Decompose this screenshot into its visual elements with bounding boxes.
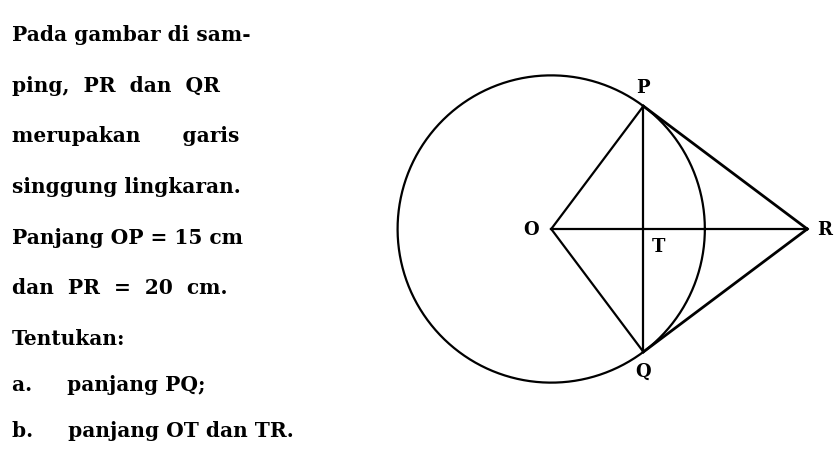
Text: Tentukan:: Tentukan: xyxy=(12,328,126,348)
Text: T: T xyxy=(652,238,665,256)
Text: O: O xyxy=(523,220,539,239)
Text: Panjang OP = 15 cm: Panjang OP = 15 cm xyxy=(12,227,243,247)
Text: merupakan      garis: merupakan garis xyxy=(12,126,239,146)
Text: dan  PR  =  20  cm.: dan PR = 20 cm. xyxy=(12,278,227,297)
Text: R: R xyxy=(818,220,832,239)
Text: Q: Q xyxy=(635,362,651,381)
Text: Pada gambar di sam-: Pada gambar di sam- xyxy=(12,25,251,45)
Text: singgung lingkaran.: singgung lingkaran. xyxy=(12,177,241,196)
Text: P: P xyxy=(637,78,650,97)
Text: a.     panjang PQ;: a. panjang PQ; xyxy=(12,374,205,394)
Text: b.     panjang OT dan TR.: b. panjang OT dan TR. xyxy=(12,420,293,440)
Text: ping,  PR  dan  QR: ping, PR dan QR xyxy=(12,76,220,95)
